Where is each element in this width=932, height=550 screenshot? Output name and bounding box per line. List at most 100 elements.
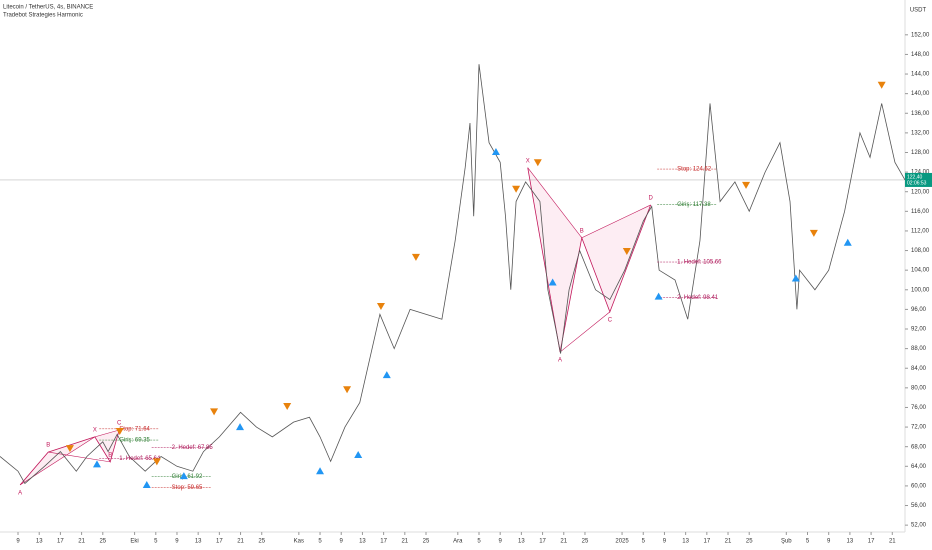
y-tick-label: 72,00 [911, 425, 927, 431]
x-tick-label: 5 [806, 539, 810, 545]
pattern-label: C [608, 317, 613, 323]
trade-level-label: Giriş: 117.38 [677, 202, 711, 208]
y-tick-label: 120,00 [911, 189, 930, 195]
pattern-label: A [558, 358, 562, 364]
sell-signal [622, 248, 631, 256]
pattern-diagonals [527, 167, 651, 353]
y-tick-label: 152,00 [911, 32, 930, 38]
y-tick-label: 92,00 [911, 327, 927, 333]
sell-signal [152, 458, 161, 466]
buy-signal [92, 460, 101, 468]
countdown: 02:06:53 [907, 180, 927, 186]
sell-signal [877, 81, 886, 89]
y-tick-label: 52,00 [911, 523, 927, 529]
y-tick-label: 136,00 [911, 111, 930, 117]
x-tick-label: 5 [318, 539, 322, 545]
price-line [0, 64, 906, 485]
x-tick-label: 25 [582, 539, 589, 545]
x-tick-label: 21 [401, 539, 408, 545]
x-tick-label: 17 [868, 539, 875, 545]
x-tick-label: 13 [195, 539, 202, 545]
buy-signal [382, 371, 391, 379]
y-tick-label: 64,00 [911, 464, 927, 470]
x-tick-label: 21 [78, 539, 85, 545]
sell-signal [115, 427, 124, 435]
x-tick-label: 21 [725, 539, 732, 545]
buy-signal [548, 278, 557, 286]
y-tick-label: 124,00 [911, 170, 930, 176]
y-tick-label: 68,00 [911, 444, 927, 450]
pattern-label: D [648, 196, 653, 202]
trade-level-label: Stop: 59.65 [172, 485, 203, 491]
chart-title: Litecoin / TetherUS, 4s, BINANCE [3, 5, 93, 11]
trade-level-label: 1. Hedef: 105.66 [677, 260, 722, 266]
x-tick-label: 9 [499, 539, 503, 545]
pattern-fill [94, 430, 120, 462]
y-tick-label: 88,00 [911, 346, 927, 352]
y-tick-label: 76,00 [911, 405, 927, 411]
buy-signal [179, 472, 188, 480]
sell-signal [809, 229, 818, 237]
y-tick-label: 100,00 [911, 287, 930, 293]
last-price-tag [905, 172, 932, 187]
y-tick-label: 112,00 [911, 229, 930, 235]
sell-signal [65, 445, 74, 453]
sell-signal [283, 402, 292, 410]
x-tick-label: 21 [560, 539, 567, 545]
trade-level-label: 2. Hedef: 98.41 [677, 295, 719, 301]
buy-signal [316, 467, 325, 475]
x-tick-label: 21 [889, 539, 896, 545]
pattern-label: C [117, 421, 122, 427]
x-tick-label: 9 [175, 539, 179, 545]
x-tick-label: 25 [258, 539, 265, 545]
pattern-label: A [18, 491, 22, 497]
sell-signal [742, 181, 751, 189]
y-tick-label: 148,00 [911, 52, 930, 58]
trade-level-label: Stop: 124.62 [677, 167, 712, 173]
y-tick-label: 128,00 [911, 150, 930, 156]
buy-signal [142, 480, 151, 488]
x-tick-label: 17 [216, 539, 223, 545]
y-tick-label: 116,00 [911, 209, 930, 215]
trade-level-label: Giriş: 61.92 [172, 474, 203, 480]
y-tick-label: 108,00 [911, 248, 930, 254]
trade-level-label: 2. Hedef: 67.85 [172, 445, 214, 451]
pattern-label: X [526, 158, 530, 164]
y-tick-label: 60,00 [911, 483, 927, 489]
x-tick-label: 2025 [615, 539, 629, 545]
y-tick-label: 84,00 [911, 366, 927, 372]
x-tick-label: 13 [847, 539, 854, 545]
x-tick-label: 21 [237, 539, 244, 545]
pattern-label: X [93, 427, 97, 433]
x-tick-label: 9 [340, 539, 344, 545]
buy-signal [843, 238, 852, 246]
x-tick-label: Eki [130, 539, 138, 545]
x-tick-label: 13 [518, 539, 525, 545]
x-tick-label: 9 [663, 539, 667, 545]
x-tick-label: 5 [477, 539, 481, 545]
sell-signal [533, 159, 542, 167]
y-tick-label: 96,00 [911, 307, 927, 313]
y-tick-label: 140,00 [911, 91, 930, 97]
buy-signal [491, 148, 500, 156]
x-tick-label: 13 [359, 539, 366, 545]
x-tick-label: 25 [746, 539, 753, 545]
last-price-label: 122,40 [907, 174, 923, 180]
buy-signal [354, 451, 363, 459]
x-tick-label: 5 [642, 539, 646, 545]
pattern-label: B [580, 228, 584, 234]
y-tick-label: 56,00 [911, 503, 927, 509]
x-tick-label: 9 [16, 539, 20, 545]
x-tick-label: 13 [36, 539, 43, 545]
x-tick-label: 25 [423, 539, 430, 545]
x-tick-label: 9 [827, 539, 831, 545]
indicator-name: Tradebot Strategies Harmonic [3, 13, 83, 19]
x-tick-label: 13 [682, 539, 689, 545]
sell-signal [411, 253, 420, 261]
sell-signal [376, 302, 385, 310]
x-tick-label: 25 [99, 539, 106, 545]
trade-level-label: Giriş: 69.35 [119, 438, 150, 444]
x-tick-label: Kas [294, 539, 304, 545]
